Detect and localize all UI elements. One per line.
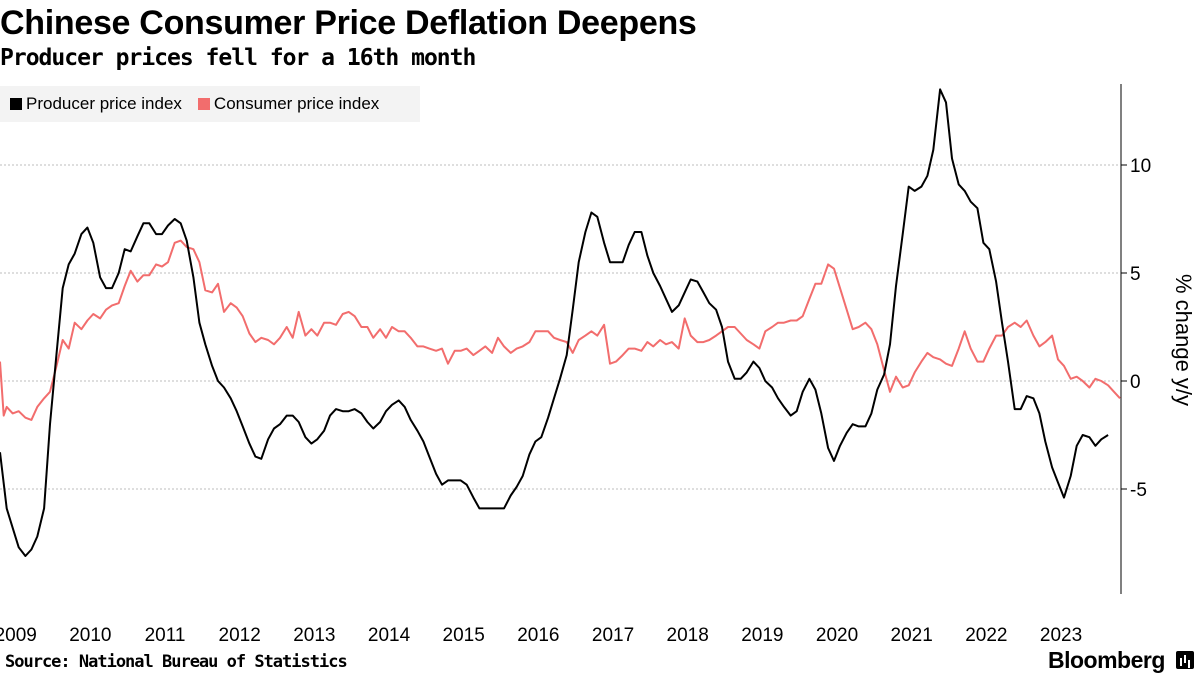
x-tick-label: 2020 (816, 625, 858, 646)
x-tick-label: 2013 (293, 625, 335, 646)
x-tick-label: 2012 (219, 625, 261, 646)
source-note: Source: National Bureau of Statistics (5, 652, 348, 672)
x-tick-label: 2023 (1040, 625, 1082, 646)
x-tick-label: 2015 (443, 625, 485, 646)
legend-swatch-cpi (197, 98, 210, 110)
x-tick-label: 2017 (592, 625, 634, 646)
legend-item-ppi: Producer price index (10, 94, 182, 114)
y-tick-label: 0 (1130, 372, 1141, 393)
x-tick-label: 2019 (741, 625, 783, 646)
legend: Producer price index Consumer price inde… (0, 86, 420, 122)
legend-label-ppi: Producer price index (26, 94, 182, 113)
series-line-cpi (0, 239, 1121, 421)
x-tick-label: 2011 (145, 625, 186, 646)
chart-subtitle: Producer prices fell for a 16th month (0, 45, 476, 71)
x-axis-ticks: 2009 2010 2011 2012 2013 2014 2015 2016 2017 2018… (0, 625, 1082, 646)
x-tick-label: 2009 (0, 625, 37, 646)
gridlines (0, 164, 1120, 490)
y-axis-ticks: 10 5 0 -5 (1121, 156, 1151, 501)
y-tick-label: -5 (1130, 480, 1147, 501)
legend-item-cpi: Consumer price index (197, 94, 380, 114)
series-line-ppi (0, 88, 1109, 557)
x-tick-label: 2014 (368, 625, 411, 646)
y-tick-label: 10 (1130, 156, 1151, 177)
legend-label-cpi: Consumer price index (213, 94, 380, 113)
series-lines (0, 88, 1121, 557)
legend-swatch-ppi (10, 98, 22, 110)
chart-title: Chinese Consumer Price Deflation Deepens (0, 4, 697, 42)
x-tick-label: 2018 (667, 625, 709, 646)
bloomberg-logo: Bloomberg (1048, 647, 1165, 673)
bloomberg-terminal-icon (1176, 651, 1194, 669)
x-tick-label: 2010 (69, 625, 111, 646)
x-tick-label: 2016 (517, 625, 559, 646)
y-tick-label: 5 (1130, 264, 1141, 285)
x-tick-label: 2021 (891, 625, 933, 646)
x-tick-label: 2022 (965, 625, 1007, 646)
y-axis-label: % change y/y (1171, 274, 1196, 406)
